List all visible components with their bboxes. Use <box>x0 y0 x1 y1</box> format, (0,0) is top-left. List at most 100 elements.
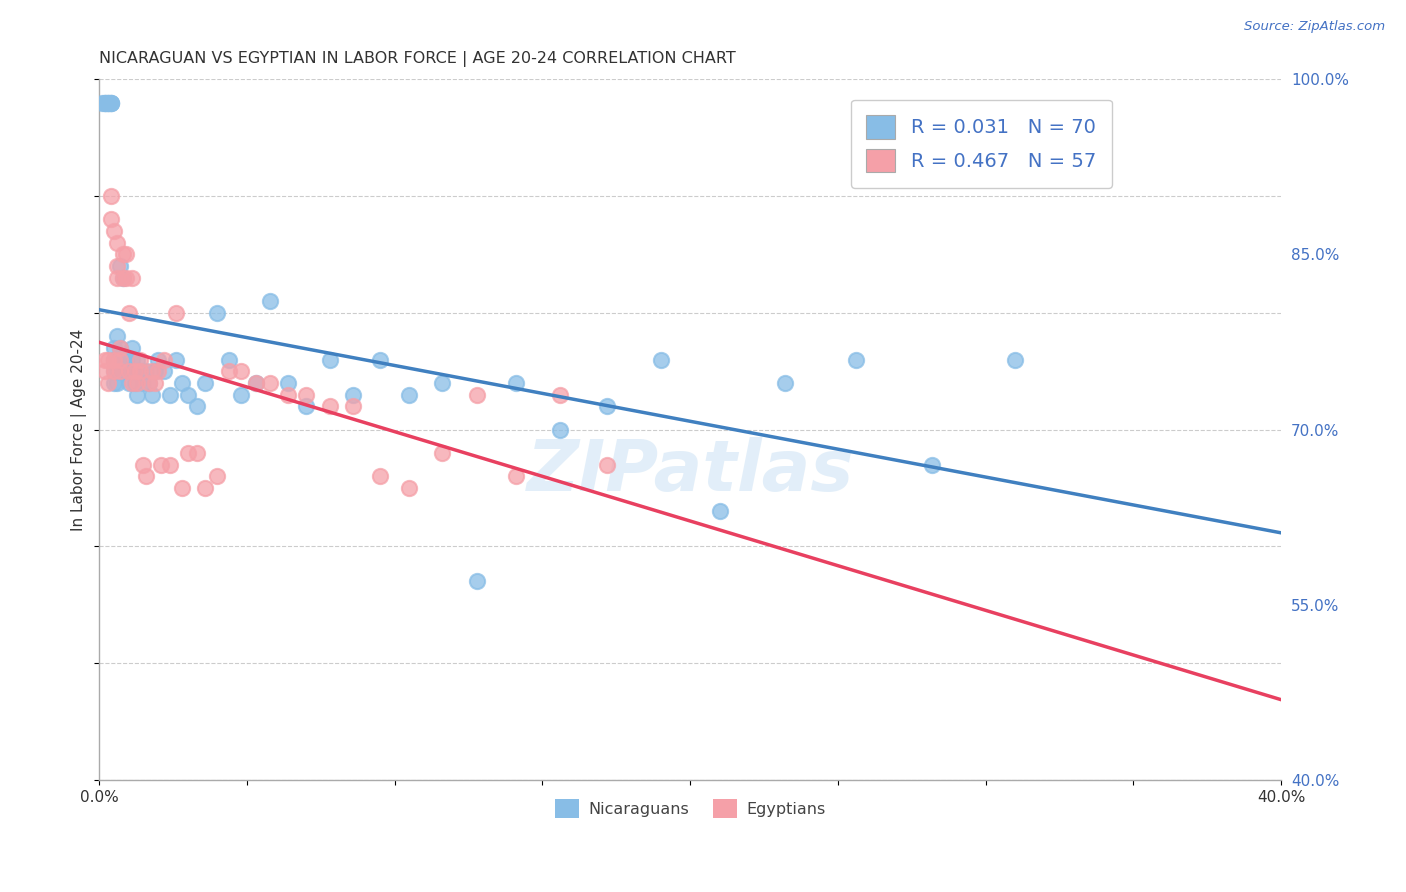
Point <box>141 387 163 401</box>
Text: ZIPatlas: ZIPatlas <box>526 437 853 506</box>
Point <box>153 364 176 378</box>
Point <box>165 352 187 367</box>
Point <box>111 352 134 367</box>
Point <box>97 95 120 110</box>
Point <box>295 387 318 401</box>
Point <box>117 364 139 378</box>
Point <box>318 399 340 413</box>
Point <box>91 95 114 110</box>
Text: NICARAGUAN VS EGYPTIAN IN LABOR FORCE | AGE 20-24 CORRELATION CHART: NICARAGUAN VS EGYPTIAN IN LABOR FORCE | … <box>98 51 735 67</box>
Point <box>103 352 125 367</box>
Point <box>342 387 364 401</box>
Point <box>94 352 117 367</box>
Point <box>170 376 193 390</box>
Point <box>259 376 281 390</box>
Point <box>596 458 619 472</box>
Point <box>111 364 134 378</box>
Point <box>773 376 796 390</box>
Point <box>596 399 619 413</box>
Point <box>150 458 173 472</box>
Point <box>465 574 488 589</box>
Point <box>186 399 208 413</box>
Point <box>165 306 187 320</box>
Point <box>111 270 134 285</box>
Point <box>94 95 117 110</box>
Point <box>124 364 146 378</box>
Point <box>97 376 120 390</box>
Point <box>103 341 125 355</box>
Point <box>650 352 672 367</box>
Point <box>114 352 136 367</box>
Point <box>465 387 488 401</box>
Point <box>176 387 198 401</box>
Point <box>108 341 131 355</box>
Point <box>108 259 131 273</box>
Point <box>108 341 131 355</box>
Point <box>97 352 120 367</box>
Point <box>398 387 420 401</box>
Point <box>245 376 267 390</box>
Point <box>105 329 128 343</box>
Point <box>138 376 160 390</box>
Point <box>207 469 229 483</box>
Point <box>114 352 136 367</box>
Point <box>127 352 149 367</box>
Point <box>245 376 267 390</box>
Point <box>121 270 143 285</box>
Point <box>277 376 299 390</box>
Point <box>141 364 163 378</box>
Point <box>108 364 131 378</box>
Point <box>100 95 122 110</box>
Point <box>121 376 143 390</box>
Point <box>1004 352 1026 367</box>
Point <box>135 469 157 483</box>
Point <box>103 364 125 378</box>
Point <box>143 364 166 378</box>
Point <box>121 341 143 355</box>
Point <box>146 364 169 378</box>
Point <box>111 247 134 261</box>
Point <box>921 458 943 472</box>
Point <box>117 364 139 378</box>
Point <box>229 387 252 401</box>
Point <box>146 352 169 367</box>
Point <box>368 352 391 367</box>
Point <box>117 306 139 320</box>
Point <box>94 95 117 110</box>
Point <box>194 481 217 495</box>
Point <box>100 189 122 203</box>
Point <box>505 376 527 390</box>
Point <box>229 364 252 378</box>
Point <box>138 376 160 390</box>
Point <box>129 364 152 378</box>
Y-axis label: In Labor Force | Age 20-24: In Labor Force | Age 20-24 <box>72 328 87 531</box>
Point <box>548 423 571 437</box>
Point <box>505 469 527 483</box>
Point <box>153 352 176 367</box>
Point <box>295 399 318 413</box>
Point <box>108 364 131 378</box>
Point <box>103 224 125 238</box>
Point <box>342 399 364 413</box>
Point <box>845 352 868 367</box>
Point <box>368 469 391 483</box>
Point <box>207 306 229 320</box>
Point <box>430 376 453 390</box>
Point <box>103 352 125 367</box>
Point <box>105 259 128 273</box>
Point <box>277 387 299 401</box>
Point <box>398 481 420 495</box>
Point <box>127 376 149 390</box>
Point <box>100 212 122 227</box>
Point <box>548 387 571 401</box>
Point <box>127 387 149 401</box>
Text: Source: ZipAtlas.com: Source: ZipAtlas.com <box>1244 20 1385 33</box>
Point <box>111 270 134 285</box>
Point <box>430 446 453 460</box>
Point <box>100 95 122 110</box>
Point <box>124 364 146 378</box>
Point <box>103 376 125 390</box>
Legend: Nicaraguans, Egyptians: Nicaraguans, Egyptians <box>548 792 832 824</box>
Point <box>100 95 122 110</box>
Point <box>318 352 340 367</box>
